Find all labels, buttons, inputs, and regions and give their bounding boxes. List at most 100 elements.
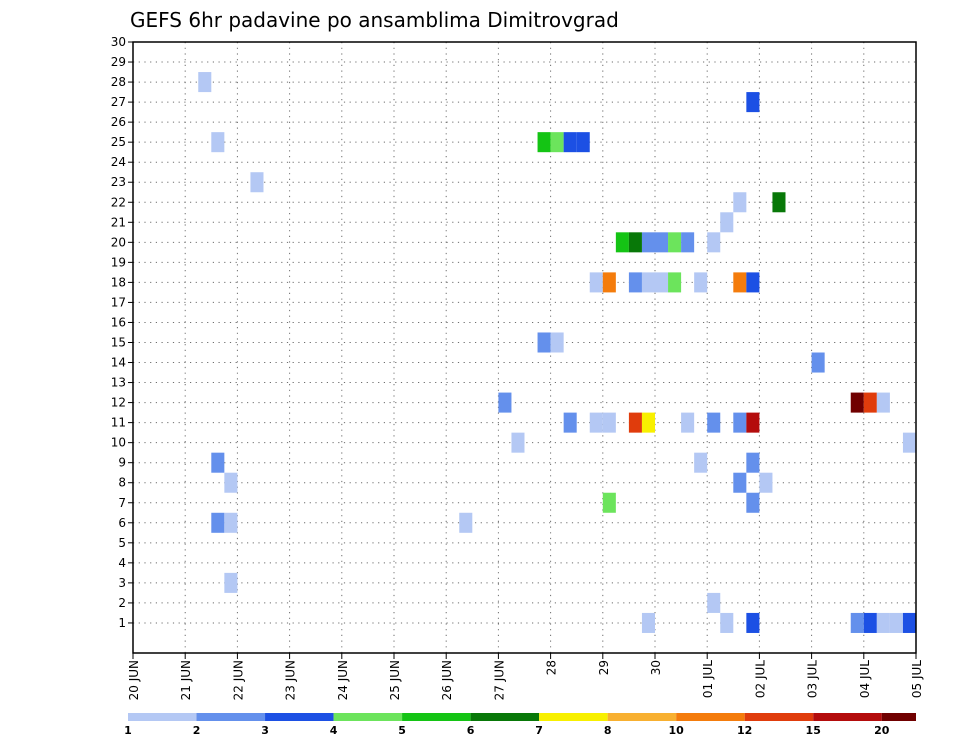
y-tick-label: 17 xyxy=(111,295,126,309)
y-tick-label: 20 xyxy=(111,235,126,249)
precip-cell xyxy=(224,512,238,533)
x-tick-label: 20 JUN xyxy=(127,660,141,700)
colorbar: 1 2 3 4 5 6 7 8 10 12 15 20 xyxy=(124,713,916,737)
precip-cell xyxy=(641,612,655,633)
colorbar-swatch xyxy=(402,713,471,721)
colorbar-label: 6 xyxy=(467,724,475,737)
y-tick-label: 19 xyxy=(111,255,126,269)
colorbar-label: 3 xyxy=(261,724,269,737)
colorbar-label: 8 xyxy=(604,724,612,737)
precip-cell xyxy=(602,492,616,513)
precip-cell xyxy=(589,412,603,433)
colorbar-swatch xyxy=(881,713,916,721)
precip-cell xyxy=(746,412,760,433)
x-tick-label: 27 JUN xyxy=(492,660,506,700)
colorbar-swatch xyxy=(744,713,814,721)
precip-cell xyxy=(250,172,264,193)
colorbar-swatch xyxy=(333,713,403,721)
y-tick-label: 16 xyxy=(111,315,126,329)
precip-cell xyxy=(628,232,642,253)
colorbar-swatch xyxy=(265,713,334,721)
colorbar-label: 10 xyxy=(669,724,685,737)
precip-cell xyxy=(211,132,225,153)
y-tick-label: 5 xyxy=(118,536,126,550)
y-tick-label: 7 xyxy=(118,496,126,510)
precip-cell xyxy=(668,272,682,293)
x-tick-label: 21 JUN xyxy=(179,660,193,700)
y-tick-label: 22 xyxy=(111,195,126,209)
precip-cell xyxy=(811,352,825,373)
precip-cell xyxy=(694,272,708,293)
precip-cell xyxy=(211,452,225,473)
precip-cell xyxy=(863,392,877,413)
precip-cell xyxy=(198,72,212,93)
precip-cell xyxy=(641,272,655,293)
y-tick-label: 29 xyxy=(111,55,126,69)
x-tick-label: 04 JUL xyxy=(858,660,872,698)
precip-cell xyxy=(694,452,708,473)
precip-cell xyxy=(511,432,525,453)
y-tick-label: 2 xyxy=(118,596,126,610)
precip-cell xyxy=(602,272,616,293)
precip-cell xyxy=(655,232,669,253)
colorbar-swatch xyxy=(470,713,540,721)
y-tick-label: 26 xyxy=(111,115,126,129)
colorbar-swatch xyxy=(676,713,745,721)
precip-cell xyxy=(628,412,642,433)
colorbar-swatch xyxy=(196,713,266,721)
colorbar-label: 5 xyxy=(398,724,406,737)
y-tick-label: 13 xyxy=(111,376,126,390)
y-tick-label: 3 xyxy=(118,576,126,590)
x-tick-label: 25 JUN xyxy=(388,660,402,700)
y-tick-label: 4 xyxy=(118,556,126,570)
x-tick-label: 05 JUL xyxy=(910,660,924,698)
precip-cell xyxy=(733,272,747,293)
y-tick-label: 15 xyxy=(111,335,126,349)
precip-cell xyxy=(641,412,655,433)
precip-cell xyxy=(628,272,642,293)
precip-cell xyxy=(720,612,734,633)
x-tick-label: 24 JUN xyxy=(336,660,350,700)
y-tick-label: 9 xyxy=(118,456,126,470)
precip-cell xyxy=(563,412,577,433)
precip-cell xyxy=(746,92,760,113)
colorbar-label: 20 xyxy=(874,724,890,737)
precip-cell xyxy=(746,612,760,633)
precip-cell xyxy=(733,472,747,493)
colorbar-label: 7 xyxy=(535,724,543,737)
y-tick-label: 24 xyxy=(111,155,126,169)
precip-cell xyxy=(746,452,760,473)
y-tick-label: 23 xyxy=(111,175,126,189)
x-tick-label: 03 JUL xyxy=(806,660,820,698)
precip-cell xyxy=(668,232,682,253)
chart-title: GEFS 6hr padavine po ansamblima Dimitrov… xyxy=(130,8,619,32)
precip-cell xyxy=(850,392,864,413)
precip-cell xyxy=(563,132,577,153)
precip-cell xyxy=(720,212,734,233)
colorbar-label: 1 xyxy=(124,724,132,737)
precip-cell xyxy=(707,232,721,253)
colorbar-label: 2 xyxy=(193,724,201,737)
y-tick-label: 25 xyxy=(111,135,126,149)
x-tick-label: 23 JUN xyxy=(284,660,298,700)
y-tick-label: 30 xyxy=(111,35,126,49)
colorbar-label: 12 xyxy=(737,724,752,737)
y-tick-label: 10 xyxy=(111,436,126,450)
colorbar-label: 4 xyxy=(330,724,338,737)
precip-cells xyxy=(198,72,916,633)
x-tick-label: 30 xyxy=(649,660,663,675)
y-tick-label: 6 xyxy=(118,516,126,530)
precip-cell xyxy=(681,232,695,253)
y-axis-ticks: 1234567891011121314151617181920212223242… xyxy=(111,35,133,630)
precip-cell xyxy=(224,572,238,593)
grid-lines xyxy=(132,41,917,653)
precip-cell xyxy=(550,132,564,153)
precip-cell xyxy=(746,492,760,513)
precip-cell xyxy=(615,232,629,253)
x-tick-label: 02 JUL xyxy=(753,660,767,698)
x-tick-label: 26 JUN xyxy=(440,660,454,700)
precip-cell xyxy=(655,272,669,293)
precip-cell xyxy=(707,592,721,613)
colorbar-label: 15 xyxy=(806,724,821,737)
precip-cell xyxy=(602,412,616,433)
